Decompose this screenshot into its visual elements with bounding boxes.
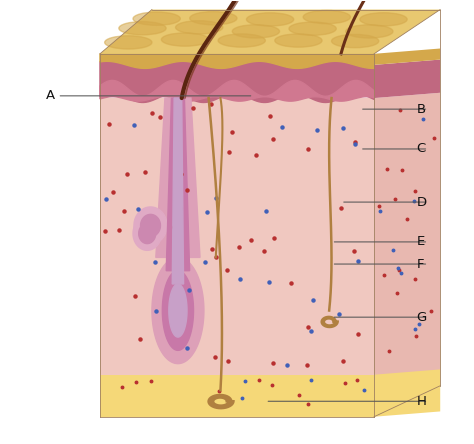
Text: C: C [417,143,426,155]
Text: B: B [417,103,426,115]
Polygon shape [374,48,440,65]
Ellipse shape [133,12,180,25]
Ellipse shape [161,33,209,46]
Text: E: E [417,235,425,248]
Text: F: F [417,258,424,270]
Ellipse shape [246,13,294,26]
Polygon shape [374,93,440,375]
Polygon shape [169,284,187,337]
Polygon shape [139,223,156,244]
Polygon shape [374,59,440,98]
Text: A: A [46,89,55,103]
Ellipse shape [218,34,265,47]
Polygon shape [100,98,374,375]
Polygon shape [134,207,167,244]
Polygon shape [100,61,374,103]
Polygon shape [100,375,374,417]
Text: G: G [417,311,427,324]
Polygon shape [172,98,183,284]
Polygon shape [141,214,160,237]
Polygon shape [166,98,190,271]
Ellipse shape [303,10,350,24]
Ellipse shape [175,21,223,34]
Ellipse shape [289,22,336,36]
Polygon shape [156,98,200,258]
Ellipse shape [360,13,407,26]
Polygon shape [100,10,440,54]
Ellipse shape [119,22,166,35]
Ellipse shape [331,35,379,48]
Ellipse shape [105,36,152,49]
Polygon shape [100,54,374,68]
Polygon shape [374,369,440,417]
Text: H: H [417,395,427,408]
Polygon shape [100,80,374,101]
Ellipse shape [346,25,393,38]
Ellipse shape [232,25,280,38]
Polygon shape [152,258,204,364]
Ellipse shape [190,12,237,25]
Text: D: D [417,196,427,209]
Polygon shape [374,346,440,417]
Ellipse shape [275,34,322,47]
Polygon shape [162,271,193,350]
Polygon shape [133,217,161,250]
